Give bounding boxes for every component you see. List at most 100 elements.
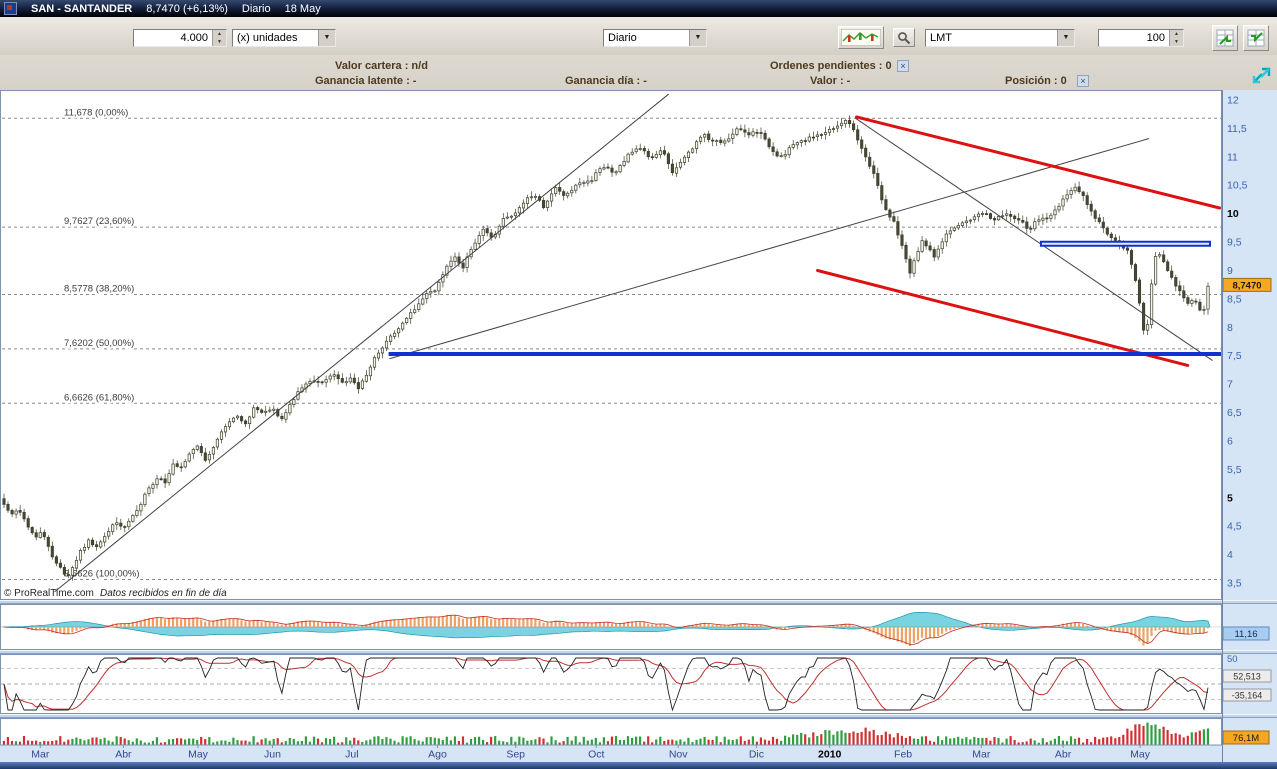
period-value: Diario <box>608 32 637 44</box>
title-period: Diario <box>241 2 271 15</box>
svg-text:7,6202 (50,00%): 7,6202 (50,00%) <box>64 338 134 349</box>
ganancia-latente-label: Ganancia latente : - <box>315 75 417 87</box>
svg-text:76,1M: 76,1M <box>1233 733 1259 744</box>
month-labels: Mar Abr May Jun Jul Ago Sep Oct Nov Dic 2010 Feb Mar… <box>31 745 1151 761</box>
svg-text:9,5: 9,5 <box>1227 237 1242 249</box>
svg-text:11: 11 <box>1227 151 1238 163</box>
macd-panel[interactable]: 11,16 <box>0 604 1270 650</box>
svg-text:Jun: Jun <box>264 749 281 761</box>
svg-text:10,5: 10,5 <box>1227 180 1248 192</box>
svg-text:8,5: 8,5 <box>1227 293 1242 305</box>
svg-text:Dic: Dic <box>749 749 764 761</box>
chart-style-button[interactable] <box>838 26 884 49</box>
svg-text:May: May <box>1130 749 1151 761</box>
oscillator-line <box>3 657 1209 712</box>
svg-text:Feb: Feb <box>894 749 912 761</box>
svg-text:Oct: Oct <box>588 749 604 761</box>
svg-text:Jul: Jul <box>345 749 358 761</box>
ordenes-close-button[interactable]: × <box>897 60 909 72</box>
svg-text:5,5: 5,5 <box>1227 464 1242 476</box>
window-bottom-edge <box>0 762 1277 769</box>
order-book-button[interactable] <box>1212 25 1238 51</box>
svg-text:8,5778 (38,20%): 8,5778 (38,20%) <box>64 284 134 295</box>
quantity-input[interactable]: 4.000 ▲ ▼ <box>133 29 227 47</box>
quantity-value: 4.000 <box>180 32 208 44</box>
last-price-tag: 8,7470 <box>1222 277 1272 292</box>
svg-text:Nov: Nov <box>669 749 688 761</box>
support-resistance-lines[interactable] <box>388 240 1222 356</box>
svg-text:8,7470: 8,7470 <box>1232 280 1261 291</box>
posicion-label: Posición : 0 <box>1005 75 1067 87</box>
amount-input[interactable]: 100 ▲ ▼ <box>1098 29 1184 47</box>
svg-text:9,7627 (23,60%): 9,7627 (23,60%) <box>64 216 134 227</box>
trend-lines[interactable] <box>54 93 1222 592</box>
data-note: Datos recibidos en fin de día <box>100 588 227 599</box>
positions-grid-button[interactable] <box>1243 25 1269 51</box>
ordenes-pendientes-label: Ordenes pendientes : 0 <box>770 60 892 72</box>
amount-spinner[interactable]: ▲ ▼ <box>1169 30 1183 46</box>
order-type-value: LMT <box>930 32 952 44</box>
quantity-spinner[interactable]: ▲ ▼ <box>212 30 226 46</box>
ganancia-dia-label: Ganancia día : - <box>565 75 647 87</box>
svg-text:May: May <box>188 749 209 761</box>
svg-text:Mar: Mar <box>31 749 50 761</box>
app-icon <box>4 2 17 15</box>
svg-text:3,5626 (100,00%): 3,5626 (100,00%) <box>64 569 140 580</box>
oscillator-panel[interactable]: 50 52,513 -35,164 <box>0 654 1272 714</box>
copyright: © ProRealTime.com <box>4 588 94 599</box>
svg-text:4,5: 4,5 <box>1227 521 1242 533</box>
price-axis-ticks: 12 11,5 11 10,5 10 9,5 9 8,5 8 7,5 7 6,5 6 5,5 5 4,5 4 3,… <box>1227 95 1248 590</box>
svg-text:Mar: Mar <box>972 749 991 761</box>
fib-retracement: 11,678 (0,00%) 9,7627 (23,60%) 8,5778 (38,… <box>2 106 1222 581</box>
period-select[interactable]: Diario ▼ <box>603 29 707 47</box>
svg-text:6,5: 6,5 <box>1227 407 1242 419</box>
volume-panel[interactable]: 76,1M <box>0 718 1270 746</box>
svg-text:6,6626 (61,80%): 6,6626 (61,80%) <box>64 392 134 403</box>
account-info-bar: Valor cartera : n/d Ordenes pendientes :… <box>0 55 1277 90</box>
svg-text:11,678 (0,00%): 11,678 (0,00%) <box>64 107 128 118</box>
svg-text:-35,164: -35,164 <box>1232 691 1263 701</box>
svg-text:11,16: 11,16 <box>1234 629 1257 640</box>
units-select[interactable]: (x) unidades ▼ <box>232 29 336 47</box>
svg-text:7,5: 7,5 <box>1227 350 1242 362</box>
valor-cartera-label: Valor cartera : n/d <box>335 60 428 72</box>
title-bar[interactable]: SAN - SANTANDER 8,7470 (+6,13%) Diario 1… <box>0 0 1277 17</box>
chart-area[interactable]: 11,678 (0,00%) 9,7627 (23,60%) 8,5778 (38,… <box>0 90 1277 762</box>
order-type-select[interactable]: LMT ▼ <box>925 29 1075 47</box>
svg-text:2010: 2010 <box>818 749 842 761</box>
grid-arrow-icon <box>1216 29 1234 47</box>
tools-button[interactable] <box>893 28 915 47</box>
grid-arrow-icon <box>1247 29 1265 47</box>
svg-text:6: 6 <box>1227 435 1233 447</box>
magnifier-icon <box>898 31 911 44</box>
macd-signal-area <box>2 611 1211 639</box>
valor-label: Valor : - <box>810 75 851 87</box>
chevron-down-icon[interactable]: ▼ <box>689 30 706 46</box>
posicion-close-button[interactable]: × <box>1077 75 1089 87</box>
svg-text:50: 50 <box>1227 654 1238 665</box>
svg-text:Sep: Sep <box>506 749 525 761</box>
double-arrow-icon <box>1252 67 1271 84</box>
svg-text:7: 7 <box>1227 379 1233 391</box>
chevron-down-icon[interactable]: ▼ <box>318 30 335 46</box>
chevron-down-icon[interactable]: ▼ <box>1057 30 1074 46</box>
svg-text:52,513: 52,513 <box>1233 672 1261 682</box>
amount-value: 100 <box>1146 32 1165 44</box>
svg-text:4: 4 <box>1227 549 1233 561</box>
svg-text:5: 5 <box>1227 492 1233 504</box>
mini-chart-icon <box>841 29 881 46</box>
units-value: (x) unidades <box>237 32 298 44</box>
svg-text:10: 10 <box>1227 208 1239 220</box>
title-symbol: SAN - SANTANDER <box>31 2 133 15</box>
svg-text:Abr: Abr <box>1055 749 1072 761</box>
price-chart[interactable]: 11,678 (0,00%) 9,7627 (23,60%) 8,5778 (38,… <box>0 90 1277 762</box>
candles-layer <box>2 115 1210 581</box>
svg-text:Abr: Abr <box>115 749 132 761</box>
time-axis[interactable] <box>0 745 1277 762</box>
title-date: 18 May <box>284 2 321 15</box>
restore-layout-button[interactable] <box>1251 66 1273 86</box>
toolbar: 4.000 ▲ ▼ (x) unidades ▼ Diario ▼ LMT ▼ 1… <box>0 17 1277 56</box>
svg-text:9: 9 <box>1227 265 1233 277</box>
svg-text:Ago: Ago <box>428 749 447 761</box>
svg-text:8: 8 <box>1227 322 1233 334</box>
